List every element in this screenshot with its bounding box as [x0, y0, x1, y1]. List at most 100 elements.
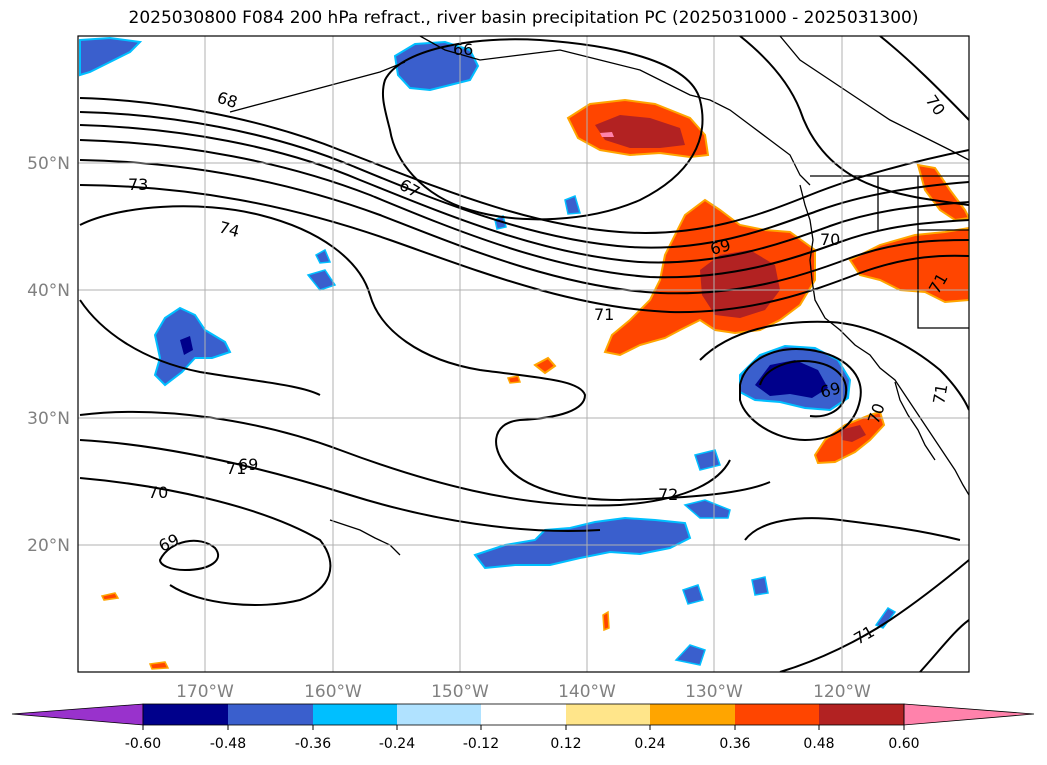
contour-line — [779, 559, 969, 672]
contour-line — [79, 139, 969, 279]
coastline-alaska — [419, 36, 811, 186]
colorbar-tick-label: 0.36 — [719, 736, 750, 752]
precip-positive-speck — [100, 592, 120, 601]
lat-tick-label: 50°N — [27, 154, 70, 174]
colorbar-tick-label: 0.24 — [634, 736, 665, 752]
contour-label: 70 — [148, 483, 168, 502]
contour-label: 69 — [238, 455, 258, 474]
colorbar-bin — [228, 704, 313, 725]
contour-line — [739, 36, 969, 206]
colorbar-frame — [142, 703, 905, 726]
precip-negative-subtropics — [473, 516, 692, 570]
colorbar-bin — [819, 704, 904, 725]
colorbar: -0.60 -0.48 -0.36 -0.24 -0.12 0.12 0.24 … — [11, 703, 1035, 752]
colorbar-tick-label: -0.60 — [125, 736, 161, 752]
contour-line — [744, 517, 961, 541]
colorbar-bin — [566, 704, 650, 725]
precip-strong-baja — [840, 425, 866, 442]
precip-negative-speck — [682, 584, 704, 605]
contour-label: 69 — [818, 378, 843, 402]
lat-tick-label: 30°N — [27, 409, 70, 429]
contour-line — [699, 320, 969, 411]
lat-tick-labels: 20°N 30°N 40°N 50°N — [27, 154, 70, 556]
contour-line — [79, 184, 969, 314]
colorbar-bin — [735, 704, 819, 725]
contour-line — [79, 439, 601, 532]
contour-line — [759, 360, 848, 418]
gridlines — [78, 36, 969, 672]
contour-label: 69 — [156, 530, 182, 556]
contour-label: 70 — [820, 230, 840, 249]
contour-line — [381, 38, 704, 221]
contour-label: 71 — [851, 622, 878, 649]
colorbar-bin — [143, 704, 228, 725]
contour-label: 71 — [226, 459, 246, 478]
contour-line — [79, 97, 969, 234]
colorbar-extend-high — [903, 703, 1035, 726]
contour-line — [79, 299, 321, 396]
precip-negative-speck — [306, 269, 337, 291]
colorbar-ticks — [142, 725, 905, 730]
lat-tick-label: 40°N — [27, 281, 70, 301]
contour-label: 73 — [128, 175, 148, 194]
contour-line — [158, 539, 220, 572]
precip-positive-speck — [506, 375, 522, 384]
precip-positive-inland — [916, 163, 969, 222]
contour-label: 67 — [396, 175, 423, 202]
contour-line — [79, 410, 731, 507]
contour-label: 72 — [658, 485, 678, 504]
lon-tick-label: 120°W — [813, 682, 871, 702]
coastline-baja — [894, 381, 936, 461]
lat-tick-label: 20°N — [27, 536, 70, 556]
lon-tick-label: 170°W — [176, 682, 234, 702]
lon-tick-label: 130°W — [685, 682, 743, 702]
precip-negative-speck — [694, 449, 721, 471]
map-area — [79, 36, 969, 672]
map-title: 2025030800 F084 200 hPa refract., river … — [128, 8, 919, 28]
contour-label: 69 — [708, 235, 733, 259]
precip-strong-negative-hawaii-north — [180, 336, 193, 355]
contour-label: 66 — [453, 40, 473, 59]
colorbar-bin — [481, 704, 566, 725]
lon-tick-label: 140°W — [558, 682, 616, 702]
contour-line — [919, 619, 969, 672]
colorbar-bin — [313, 704, 397, 725]
contour-label: 68 — [215, 88, 240, 112]
border-states — [877, 176, 969, 329]
colorbar-tick-label: 0.12 — [550, 736, 581, 752]
lon-tick-label: 160°W — [304, 682, 362, 702]
precip-negative-hawaii-north — [153, 306, 232, 387]
contour-line — [79, 111, 969, 249]
precip-positive-speck — [148, 661, 170, 670]
colorbar-tick-label: -0.36 — [295, 736, 331, 752]
colorbar-tick-label: 0.48 — [803, 736, 834, 752]
colorbar-extend-low — [11, 703, 144, 726]
precip-strong-gulf-alaska — [595, 115, 685, 148]
colorbar-bin — [397, 704, 481, 725]
precip-negative-aleutians — [79, 36, 143, 77]
coastline-alaska-north — [779, 36, 969, 161]
coastlines — [229, 36, 969, 556]
refractivity-contours — [79, 36, 969, 672]
lon-tick-label: 150°W — [431, 682, 489, 702]
precip-negative-speck — [674, 644, 706, 666]
contour-label: 71 — [929, 382, 951, 405]
precip-positive-speck — [602, 610, 610, 632]
precip-negative-speck — [683, 499, 731, 519]
precip-negative-speck — [751, 576, 769, 596]
lon-tick-labels: 170°W 160°W 150°W 140°W 130°W 120°W — [176, 682, 871, 702]
colorbar-tick-label: 0.60 — [888, 736, 919, 752]
colorbar-tick-label: -0.48 — [210, 736, 246, 752]
contour-line — [79, 477, 332, 606]
contour-line — [79, 205, 771, 502]
contour-line — [79, 124, 969, 264]
contour-label: 71 — [594, 305, 614, 324]
coastline-hawaii — [329, 519, 401, 556]
colorbar-tick-label: -0.12 — [463, 736, 499, 752]
colorbar-bin — [650, 704, 735, 725]
precip-positive-speck — [533, 356, 557, 375]
precip-negative-speck — [564, 194, 581, 215]
precip-max-gulf-alaska — [600, 132, 614, 137]
coastline-aleutians — [229, 61, 406, 113]
map-frame — [77, 35, 970, 673]
